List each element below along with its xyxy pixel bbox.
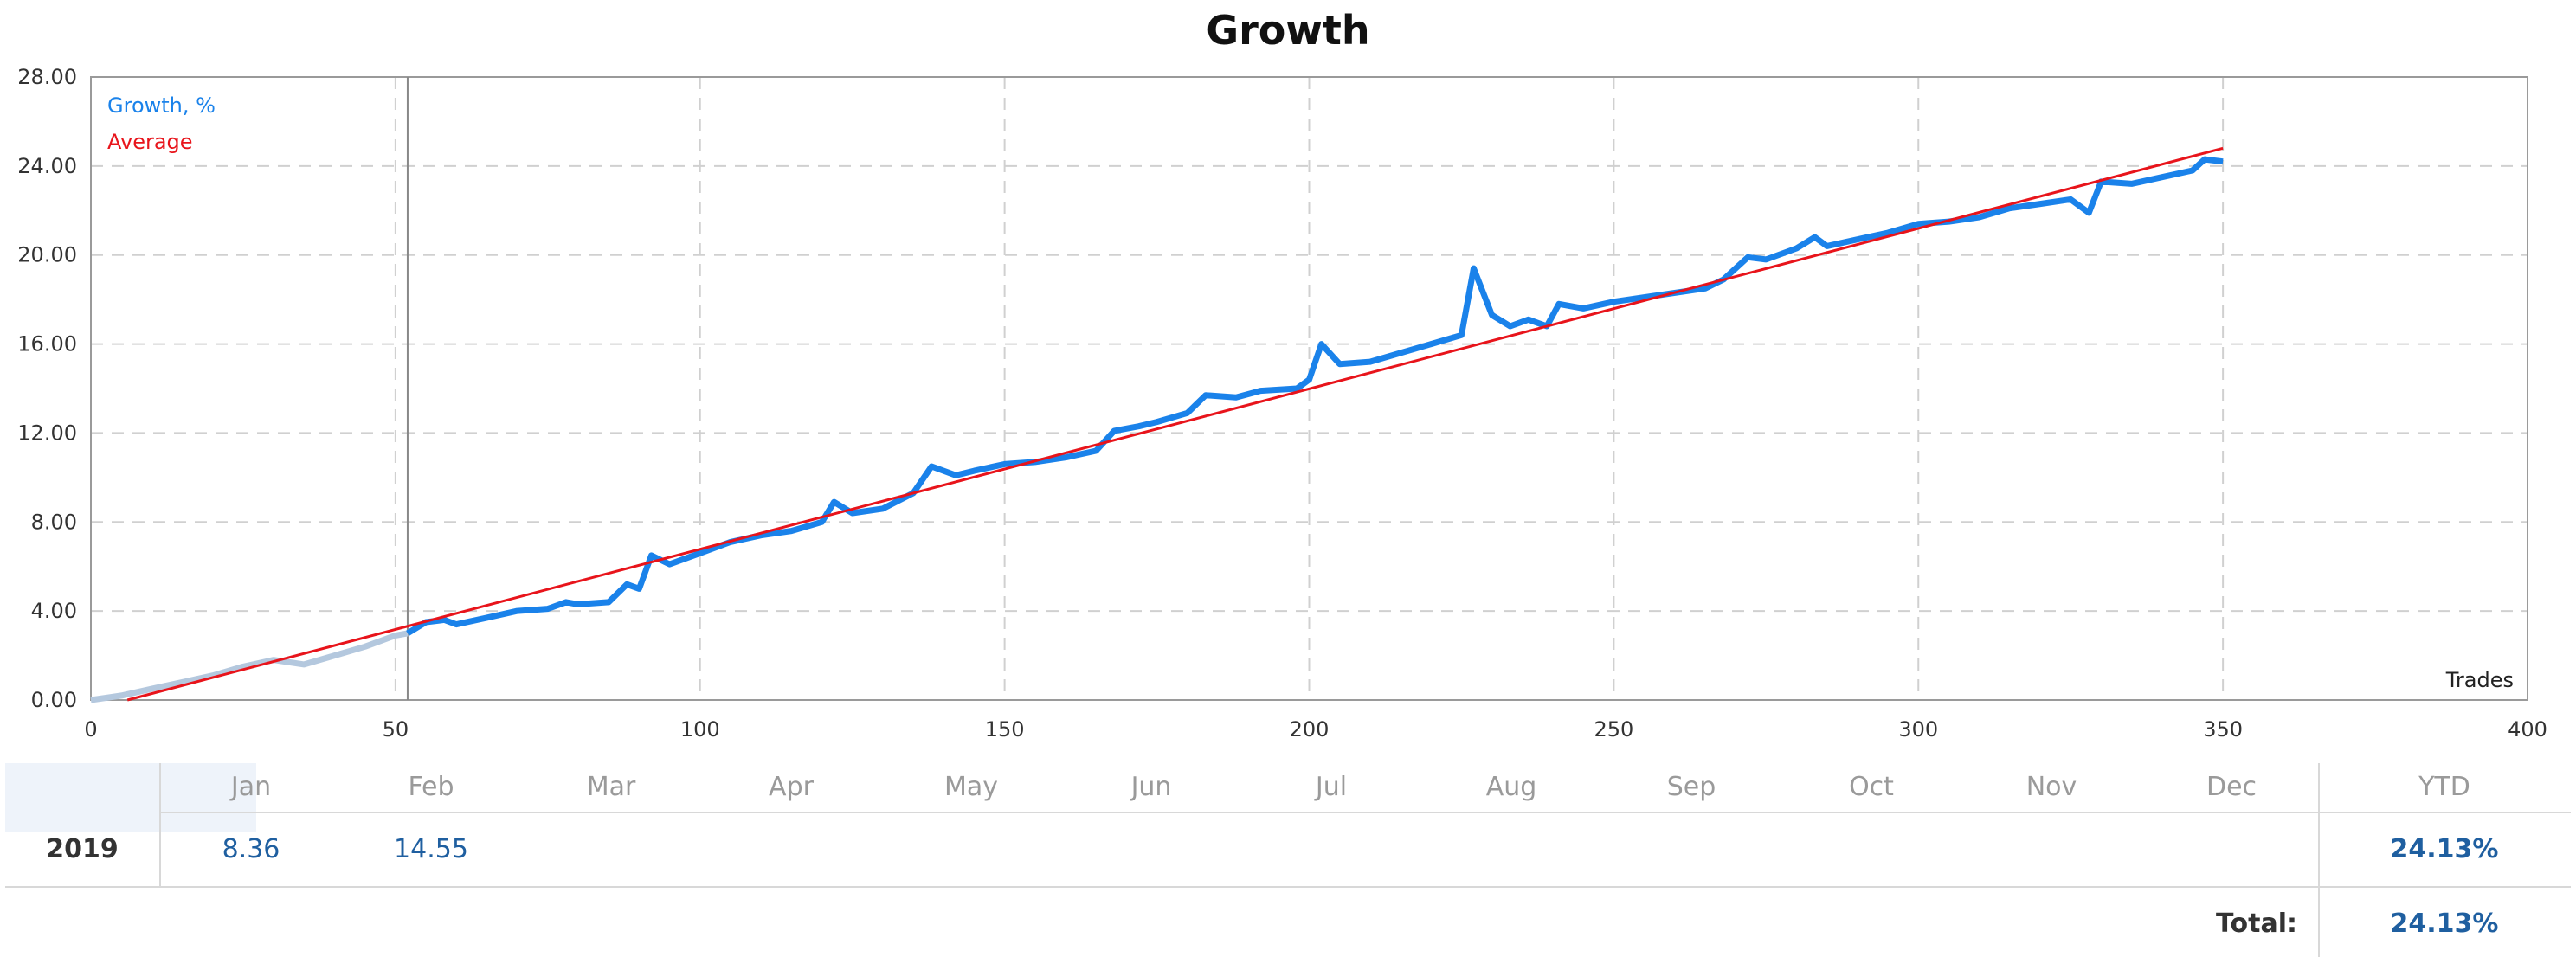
legend-average: Average <box>107 130 193 154</box>
x-tick-label: 250 <box>1594 717 1633 742</box>
month-header: Dec <box>2206 772 2257 802</box>
growth-line <box>406 156 2224 636</box>
y-tick-label: 8.00 <box>31 510 77 534</box>
grid-layer <box>91 77 2528 700</box>
x-tick-label: 50 <box>383 717 409 742</box>
chart-title: Growth <box>1206 7 1370 54</box>
y-tick-label: 4.00 <box>31 599 77 623</box>
year-label: 2019 <box>46 834 119 864</box>
plot-frame <box>90 76 2528 701</box>
y-tick-label: 0.00 <box>31 688 77 712</box>
x-tick-labels: 0 50 100 150 200 250 300 350 400 <box>84 717 2547 742</box>
x-tick-label: 200 <box>1290 717 1330 742</box>
ytd-column-divider <box>2318 763 2320 957</box>
month-header: Nov <box>2025 772 2077 802</box>
y-tick-label: 12.00 <box>17 421 77 445</box>
y-tick-label: 20.00 <box>17 243 77 267</box>
month-header: Jun <box>1130 772 1172 802</box>
x-tick-label: 350 <box>2203 717 2243 742</box>
monthly-growth-table: Jan 8.36 Feb 14.55 Mar Apr May Jun Jul Aug Sep Oct N… <box>5 763 2571 957</box>
y-tick-label: 28.00 <box>17 65 77 89</box>
month-header: Mar <box>586 772 636 802</box>
year-column-divider <box>159 763 161 888</box>
x-tick-label: 0 <box>84 717 97 742</box>
total-label: Total: <box>2216 909 2297 939</box>
month-value: 8.36 <box>222 834 280 864</box>
total-value: 24.13% <box>2390 909 2499 939</box>
y-tick-labels: 0.00 4.00 8.00 12.00 16.00 20.00 24.00 28.00 <box>17 65 77 712</box>
header-divider <box>161 812 2571 813</box>
month-header: Apr <box>769 772 814 802</box>
month-header: Oct <box>1849 772 1894 802</box>
month-header: Jul <box>1315 772 1348 802</box>
legend-growth: Growth, % <box>107 93 216 118</box>
y-tick-label: 16.00 <box>17 332 77 356</box>
x-tick-label: 150 <box>985 717 1025 742</box>
y-tick-label: 24.00 <box>17 154 77 178</box>
average-line <box>126 146 2224 702</box>
series-layer <box>90 146 2224 703</box>
growth-line-history <box>90 630 409 703</box>
month-header: May <box>943 772 999 802</box>
x-tick-label: 400 <box>2508 717 2547 742</box>
month-header: Sep <box>1666 772 1716 802</box>
month-header: Feb <box>408 772 454 802</box>
x-tick-label: 100 <box>680 717 720 742</box>
total-cell-background <box>5 763 256 832</box>
x-axis-label: Trades <box>2445 668 2514 692</box>
month-value: 14.55 <box>394 834 468 864</box>
ytd-header: YTD <box>2418 772 2470 802</box>
month-header: Jan <box>230 772 272 802</box>
growth-chart: 0.00 4.00 8.00 12.00 16.00 20.00 24.00 28.00 0 5… <box>17 65 2547 742</box>
ytd-value: 24.13% <box>2390 834 2499 864</box>
row-divider <box>5 886 2571 888</box>
x-tick-label: 300 <box>1898 717 1938 742</box>
month-header: Aug <box>1485 772 1537 802</box>
